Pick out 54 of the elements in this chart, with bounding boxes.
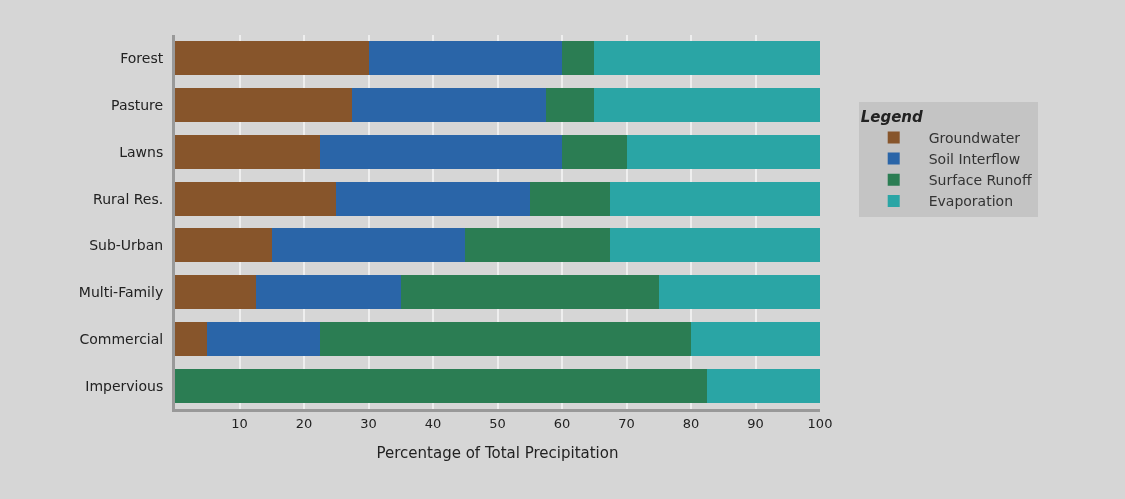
x-tick-label: 20 bbox=[295, 415, 313, 431]
x-tick-label: 10 bbox=[231, 415, 248, 431]
bar bbox=[207, 321, 321, 356]
x-tick-label: 60 bbox=[553, 415, 571, 431]
bar bbox=[336, 181, 530, 216]
bar bbox=[594, 41, 820, 76]
legend-label: Groundwater bbox=[928, 129, 1021, 146]
bar bbox=[368, 41, 562, 76]
legend-label: Surface Runoff bbox=[928, 172, 1032, 189]
y-tick-label: Sub-Urban bbox=[89, 237, 164, 254]
y-tick-label: Impervious bbox=[85, 377, 164, 394]
bar bbox=[175, 228, 272, 263]
x-tick-label: 50 bbox=[489, 415, 506, 431]
bar bbox=[545, 88, 595, 123]
x-tick-label: 100 bbox=[807, 415, 833, 431]
x-tick-label: 40 bbox=[424, 415, 442, 431]
bar bbox=[175, 368, 708, 403]
bar bbox=[610, 181, 820, 216]
bar bbox=[658, 275, 820, 310]
x-tick-label: 90 bbox=[747, 415, 764, 431]
bar bbox=[610, 228, 820, 263]
bar bbox=[562, 134, 627, 169]
y-tick-label: Rural Res. bbox=[93, 190, 164, 207]
bar bbox=[175, 275, 256, 310]
x-tick-label: 70 bbox=[618, 415, 635, 431]
legend-label: Evaporation bbox=[928, 193, 1014, 210]
bar bbox=[320, 134, 562, 169]
legend-title: Legend bbox=[860, 107, 924, 126]
bar bbox=[175, 88, 353, 123]
bar bbox=[626, 134, 820, 169]
bar bbox=[529, 181, 611, 216]
bar bbox=[255, 275, 401, 310]
y-tick-label: Lawns bbox=[119, 143, 164, 160]
x-axis-title: Percentage of Total Precipitation bbox=[376, 443, 619, 462]
y-tick-label: Pasture bbox=[111, 97, 164, 114]
x-tick-label: 80 bbox=[682, 415, 700, 431]
x-tick-label: 30 bbox=[360, 415, 377, 431]
bar bbox=[400, 275, 659, 310]
bar bbox=[175, 41, 369, 76]
legend-label: Soil Interflow bbox=[928, 151, 1021, 168]
y-tick-label: Commercial bbox=[79, 330, 164, 347]
bar bbox=[320, 321, 691, 356]
bar bbox=[707, 368, 820, 403]
bar bbox=[562, 41, 595, 76]
bar bbox=[594, 88, 820, 123]
bar bbox=[465, 228, 611, 263]
bar bbox=[352, 88, 546, 123]
bar bbox=[175, 321, 208, 356]
y-tick-label: Forest bbox=[120, 50, 164, 67]
y-tick-label: Multi-Family bbox=[78, 284, 164, 301]
bar bbox=[691, 321, 820, 356]
bar bbox=[271, 228, 466, 263]
bar bbox=[175, 181, 337, 216]
bar bbox=[175, 134, 321, 169]
